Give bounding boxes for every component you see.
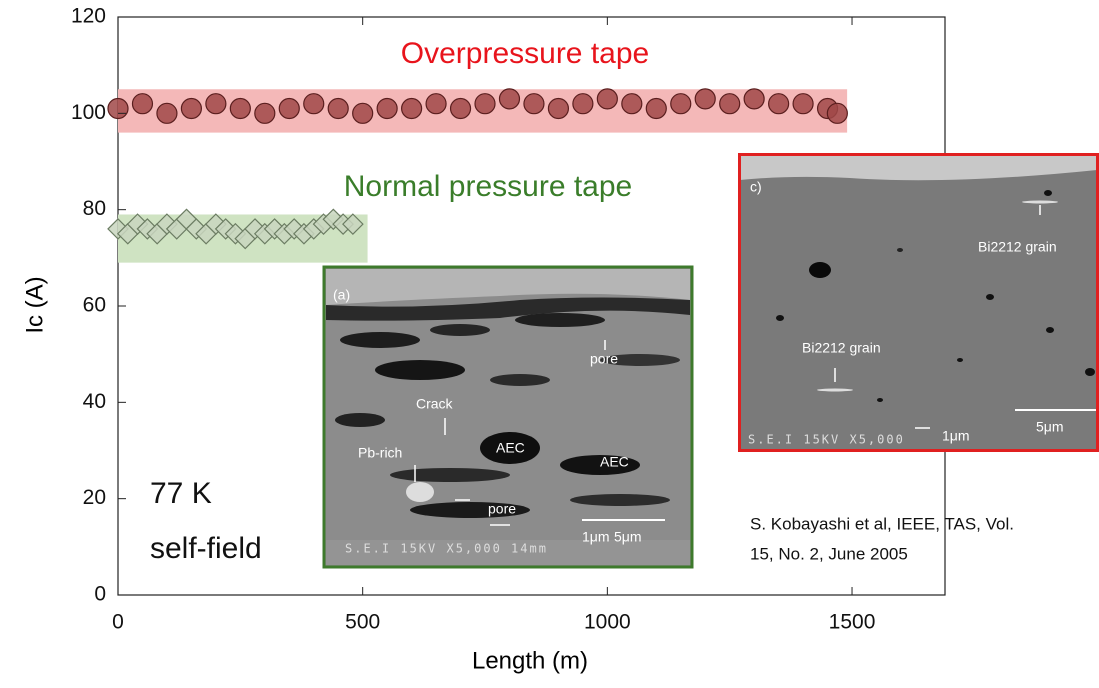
y-tick-label: 120	[71, 5, 106, 28]
data-point	[596, 88, 618, 110]
data-point	[425, 93, 447, 115]
x-axis-label: Length (m)	[472, 647, 588, 674]
inset-label: 1μm	[942, 428, 970, 444]
x-tick-label: 1000	[584, 611, 631, 634]
data-point	[792, 93, 814, 115]
data-point	[694, 88, 716, 110]
annotation: 15, No. 2, June 2005	[750, 544, 908, 563]
inset-label: c)	[750, 179, 762, 195]
data-point	[254, 102, 276, 124]
data-point	[107, 97, 129, 120]
sem-image-a	[322, 265, 694, 569]
data-point	[523, 93, 545, 115]
y-axis-label: Ic (A)	[21, 276, 48, 333]
series-label: Overpressure tape	[401, 37, 649, 70]
data-point	[278, 97, 300, 120]
data-point	[768, 93, 790, 115]
data-point	[743, 88, 765, 110]
data-point	[401, 97, 423, 120]
annotation: S. Kobayashi et al, IEEE, TAS, Vol.	[750, 514, 1014, 533]
y-tick-label: 80	[83, 197, 106, 220]
y-tick-label: 60	[83, 294, 106, 317]
data-point	[156, 102, 178, 124]
inset-label: 5μm	[1036, 419, 1064, 435]
y-tick-label: 0	[94, 583, 106, 606]
data-point	[352, 102, 374, 124]
data-point	[342, 213, 364, 235]
annotation: self-field	[150, 532, 262, 565]
data-point	[205, 93, 227, 115]
inset-label: 1μm	[582, 529, 610, 545]
data-point	[547, 97, 570, 120]
data-point	[498, 88, 521, 110]
inset-label: Bi2212 grain	[802, 340, 881, 356]
data-point	[131, 93, 154, 115]
x-tick-label: 1500	[829, 611, 876, 634]
series-label: Normal pressure tape	[344, 170, 632, 203]
y-tick-label: 40	[83, 390, 106, 413]
inset-label: pore	[590, 351, 618, 367]
x-tick-label: 0	[112, 611, 124, 634]
y-tick-label: 100	[71, 101, 106, 124]
data-point	[719, 93, 741, 115]
inset-label: AEC	[496, 440, 525, 456]
inset-label: pore	[488, 501, 516, 517]
annotation: 77 K	[150, 477, 212, 510]
inset-label: Pb-rich	[358, 445, 402, 461]
inset-label: S.E.I 15KV X5,000	[748, 433, 905, 447]
data-point	[303, 93, 325, 115]
data-point	[474, 93, 496, 115]
x-tick-label: 500	[345, 611, 380, 634]
plot: 0 20 40 60 80 100 120 0 500 1000 1500 Length (m) Ic …	[21, 5, 946, 674]
y-tick-label: 20	[83, 486, 106, 509]
data-point	[572, 93, 594, 115]
data-point	[229, 97, 251, 120]
data-point	[670, 93, 692, 115]
inset-label: (a)	[333, 287, 350, 303]
inset-label: S.E.I 15KV X5,000 14mm	[345, 542, 548, 556]
inset-label: 5μm	[614, 529, 642, 545]
data-point	[449, 97, 472, 120]
data-point	[327, 97, 349, 120]
data-point	[180, 97, 203, 120]
data-point	[376, 97, 398, 120]
inset-label: AEC	[600, 454, 629, 470]
data-point	[826, 102, 848, 124]
inset-label: Crack	[416, 396, 454, 412]
sem-image-c	[738, 153, 1099, 452]
data-point	[645, 97, 667, 120]
data-point	[244, 218, 266, 240]
data-point	[621, 93, 643, 115]
inset-label: Bi2212 grain	[978, 239, 1057, 255]
